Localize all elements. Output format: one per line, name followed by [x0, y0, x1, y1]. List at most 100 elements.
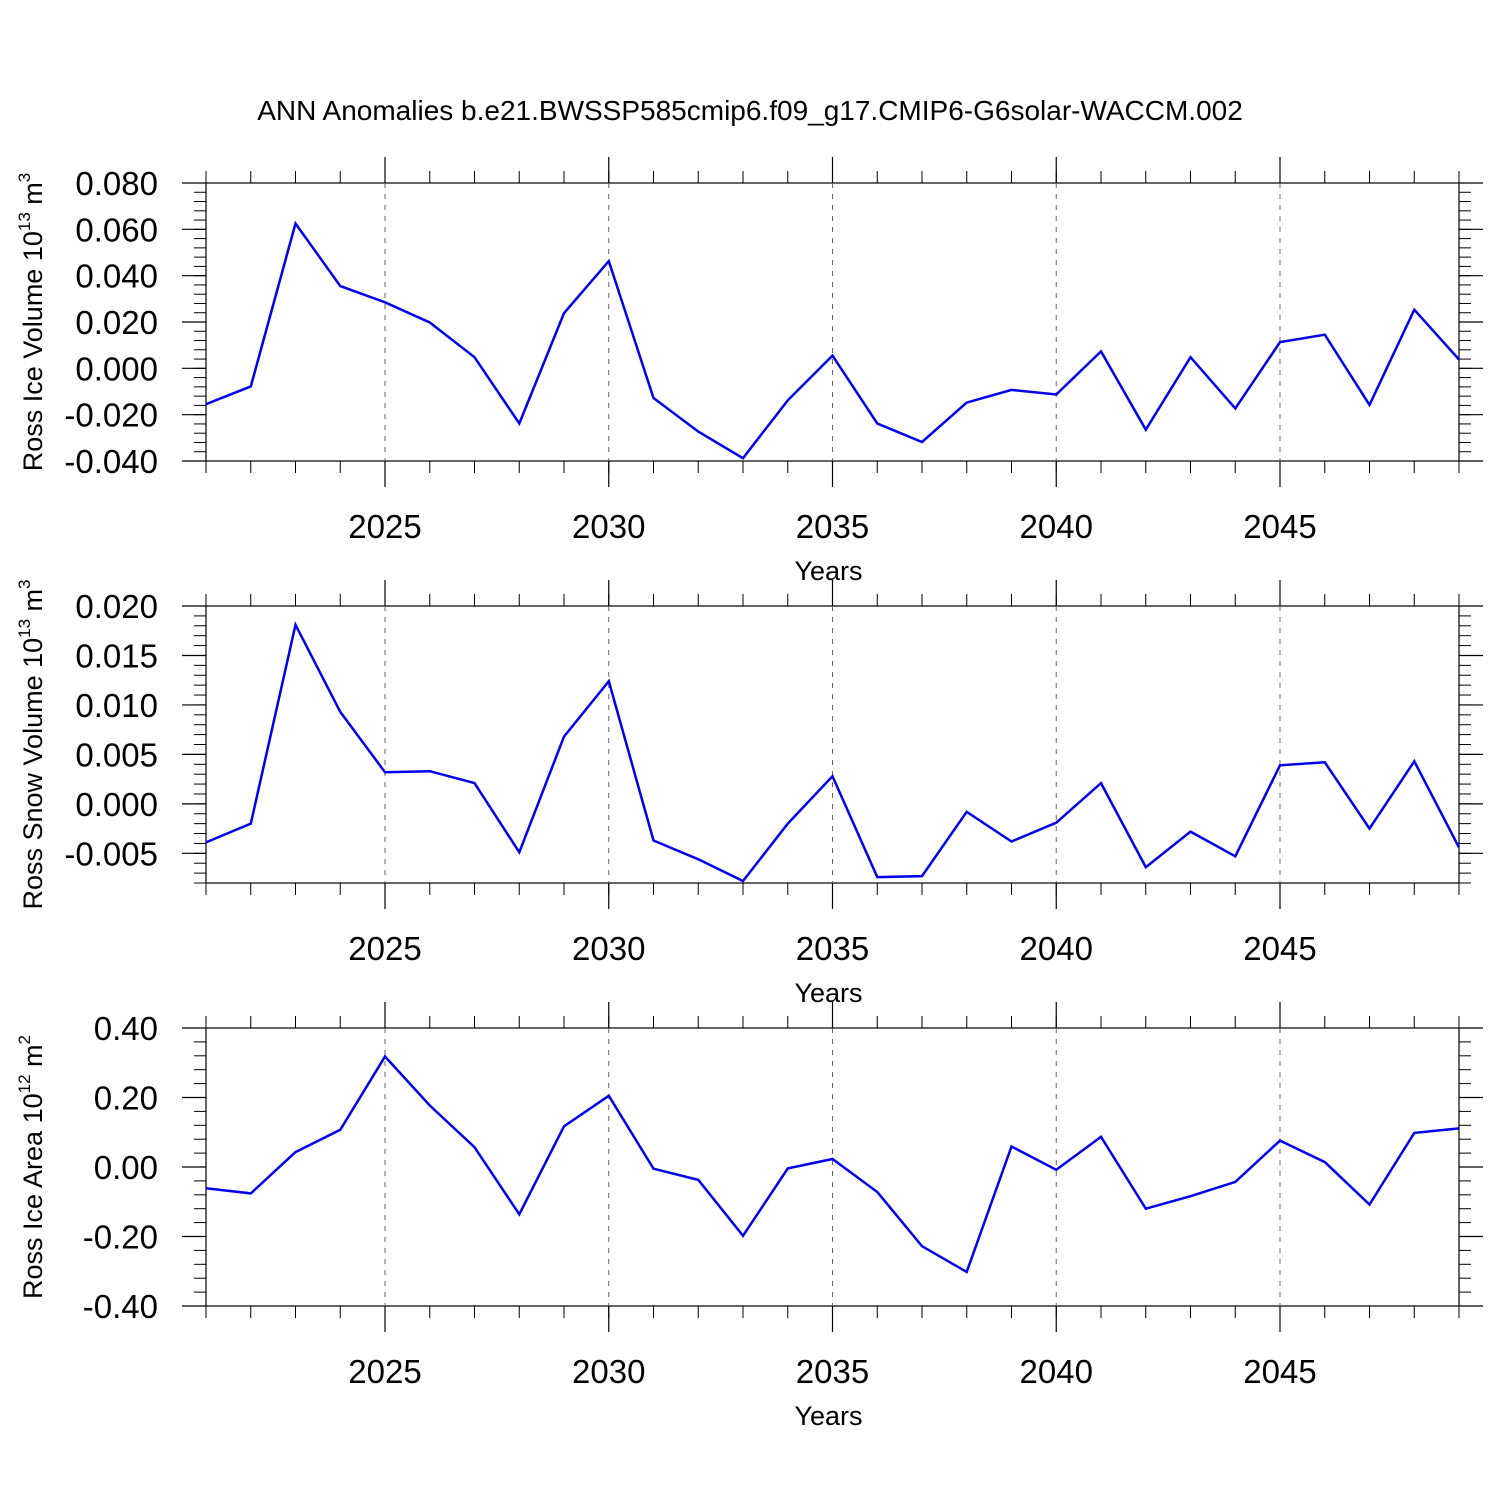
y-tick-label: 0.000 [75, 350, 158, 387]
data-point [1323, 1160, 1327, 1164]
data-point [1278, 763, 1282, 767]
x-tick-label: 2025 [348, 930, 421, 967]
y-axis-label-unit: m [18, 182, 48, 212]
data-point [204, 1186, 208, 1190]
data-point [1189, 1194, 1193, 1198]
x-tick-label: 2035 [796, 508, 869, 545]
data-point [517, 422, 521, 426]
data-point [831, 354, 835, 358]
y-tick-label: 0.060 [75, 211, 158, 248]
data-point [965, 401, 969, 405]
data-point [517, 1212, 521, 1216]
data-point [383, 1055, 387, 1059]
data-point [249, 384, 253, 388]
data-point [1412, 1131, 1416, 1135]
data-point [875, 875, 879, 879]
x-tick-label: 2040 [1020, 930, 1093, 967]
data-point [607, 679, 611, 683]
y-axis-label-unit-exponent: 3 [15, 173, 34, 182]
data-point [1010, 388, 1014, 392]
y-tick-label: -0.005 [64, 835, 158, 872]
y-axis-label-unit-exponent: 3 [15, 579, 34, 588]
y-axis-label-unit-exponent: 2 [15, 1035, 34, 1044]
x-axis-label: Years [794, 1401, 862, 1431]
data-point [294, 623, 298, 627]
data-point [786, 398, 790, 402]
data-point [1368, 403, 1372, 407]
data-point [1054, 393, 1058, 397]
data-point [920, 1244, 924, 1248]
x-tick-label: 2040 [1020, 508, 1093, 545]
data-point [1233, 406, 1237, 410]
y-tick-label: 0.080 [75, 165, 158, 202]
data-point [294, 222, 298, 226]
data-point [294, 1150, 298, 1154]
x-tick-label: 2045 [1243, 1353, 1316, 1390]
x-tick-label: 2030 [572, 508, 645, 545]
data-point [249, 822, 253, 826]
series-line [205, 220, 1460, 460]
y-tick-label: 0.010 [75, 687, 158, 724]
data-point [338, 1128, 342, 1132]
data-point [1233, 854, 1237, 858]
data-point [1189, 830, 1193, 834]
data-point [607, 259, 611, 263]
x-tick-label: 2035 [796, 930, 869, 967]
data-point [920, 874, 924, 878]
data-point [428, 769, 432, 773]
y-tick-label: -0.40 [83, 1288, 158, 1325]
y-axis-label: Ross Ice Area 1012 m2 [15, 1035, 48, 1299]
data-point [517, 850, 521, 854]
data-point [1099, 349, 1103, 353]
data-point [696, 430, 700, 434]
y-tick-label: 0.020 [75, 304, 158, 341]
data-point [1457, 845, 1461, 849]
data-point [652, 839, 656, 843]
data-point [741, 1234, 745, 1238]
plot-frame [205, 1027, 1460, 1307]
data-point [383, 300, 387, 304]
y-axis-label-exponent: 13 [15, 619, 34, 638]
data-point [338, 284, 342, 288]
data-point [1010, 1145, 1014, 1149]
data-point [428, 1104, 432, 1108]
x-tick-label: 2025 [348, 1353, 421, 1390]
data-point [204, 402, 208, 406]
data-point [473, 1145, 477, 1149]
y-axis-label-main: Ross Snow Volume 10 [18, 638, 48, 910]
x-axis-label: Years [794, 556, 862, 586]
data-point [696, 1178, 700, 1182]
data-point [786, 1166, 790, 1170]
data-point [1457, 1126, 1461, 1130]
data-point [965, 1270, 969, 1274]
data-point [1099, 1135, 1103, 1139]
data-point [607, 1094, 611, 1098]
y-tick-label: 0.020 [75, 588, 158, 625]
data-point [1412, 759, 1416, 763]
data-point [786, 822, 790, 826]
y-axis-label-main: Ross Ice Volume 10 [18, 231, 48, 471]
data-point [204, 840, 208, 844]
data-point [249, 1191, 253, 1195]
data-point [741, 456, 745, 460]
data-point [1412, 308, 1416, 312]
data-point [875, 422, 879, 426]
data-point [1368, 1203, 1372, 1207]
data-point [831, 774, 835, 778]
x-axis-label: Years [794, 978, 862, 1008]
data-point [965, 810, 969, 814]
y-axis-label-unit: m [18, 1044, 48, 1074]
y-tick-label: 0.015 [75, 637, 158, 674]
y-tick-label: 0.00 [94, 1149, 158, 1186]
chart-title: ANN Anomalies b.e21.BWSSP585cmip6.f09_g1… [257, 95, 1243, 126]
y-tick-label: 0.20 [94, 1080, 158, 1117]
x-tick-label: 2040 [1020, 1353, 1093, 1390]
y-tick-label: 0.040 [75, 258, 158, 295]
data-point [562, 311, 566, 315]
panel-ice-volume: 2025 2030 2035 2040 2045 0.080 0.060 0.040 0.020… [15, 157, 1483, 586]
data-point [383, 770, 387, 774]
y-tick-label: 0.005 [75, 736, 158, 773]
data-point [1323, 760, 1327, 764]
data-point [1099, 781, 1103, 785]
